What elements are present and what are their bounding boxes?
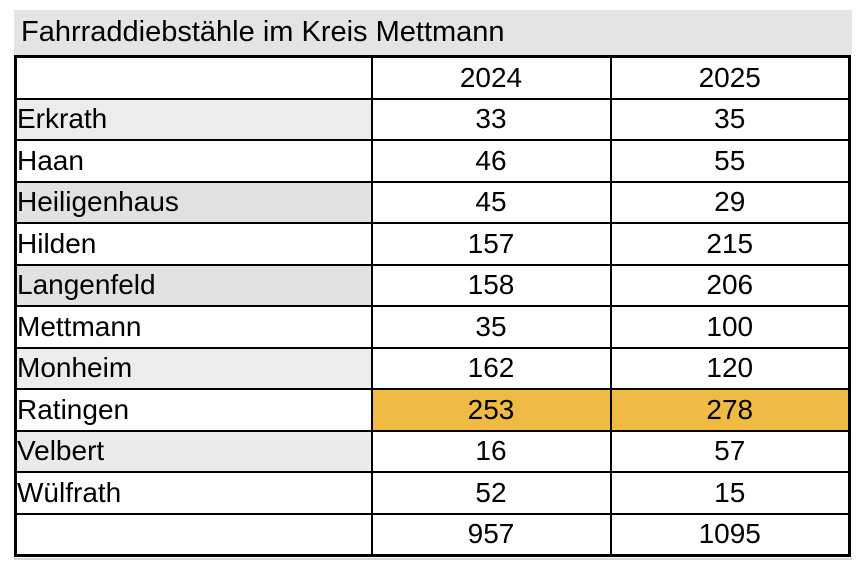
table-row: Velbert 16 57 [14,429,851,473]
value-2025-cell[interactable]: 100 [609,305,851,349]
table-row: Haan 46 55 [14,139,851,183]
city-cell[interactable]: Heiligenhaus [14,180,373,224]
value-2024-cell[interactable]: 46 [370,139,612,183]
value-2025-cell[interactable]: 215 [609,222,851,266]
table-row: Mettmann 35 100 [14,305,851,349]
value-2025-cell[interactable]: 29 [609,180,851,224]
city-cell[interactable]: Haan [14,139,373,183]
value-2024-cell[interactable]: 253 [370,388,612,432]
total-label-cell[interactable] [14,512,373,557]
city-cell[interactable]: Ratingen [14,388,373,432]
city-cell[interactable]: Mettmann [14,305,373,349]
value-2025-cell[interactable]: 35 [609,97,851,141]
header-empty-cell[interactable] [14,55,373,100]
value-2024-cell[interactable]: 52 [370,471,612,515]
value-2024-cell[interactable]: 45 [370,180,612,224]
header-row: 2024 2025 [14,55,851,100]
total-row: 957 1095 [14,512,851,557]
city-cell[interactable]: Velbert [14,429,373,473]
city-cell[interactable]: Wülfrath [14,471,373,515]
value-2024-cell[interactable]: 16 [370,429,612,473]
table-row: Langenfeld 158 206 [14,263,851,307]
grid-line [14,558,852,560]
spreadsheet-area: Fahrraddiebstähle im Kreis Mettmann 2024… [14,10,852,560]
table-row: Monheim 162 120 [14,346,851,390]
city-cell[interactable]: Langenfeld [14,263,373,307]
value-2024-cell[interactable]: 33 [370,97,612,141]
header-2025-cell[interactable]: 2025 [609,55,851,100]
value-2025-cell[interactable]: 278 [609,388,851,432]
header-2024-cell[interactable]: 2024 [370,55,612,100]
table-title: Fahrraddiebstähle im Kreis Mettmann [14,10,852,55]
value-2025-cell[interactable]: 55 [609,139,851,183]
value-2025-cell[interactable]: 206 [609,263,851,307]
value-2025-cell[interactable]: 57 [609,429,851,473]
table-row: Wülfrath 52 15 [14,471,851,515]
value-2024-cell[interactable]: 158 [370,263,612,307]
city-cell[interactable]: Erkrath [14,97,373,141]
table-row: Erkrath 33 35 [14,97,851,141]
value-2024-cell[interactable]: 162 [370,346,612,390]
data-table: 2024 2025 Erkrath 33 35 Haan 46 55 Heiligenhau… [14,55,851,557]
value-2025-cell[interactable]: 15 [609,471,851,515]
total-2024-cell[interactable]: 957 [370,512,612,557]
value-2025-cell[interactable]: 120 [609,346,851,390]
table-row: Ratingen 253 278 [14,388,851,432]
table-row: Heiligenhaus 45 29 [14,180,851,224]
city-cell[interactable]: Hilden [14,222,373,266]
table-row: Hilden 157 215 [14,222,851,266]
total-2025-cell[interactable]: 1095 [609,512,851,557]
value-2024-cell[interactable]: 157 [370,222,612,266]
value-2024-cell[interactable]: 35 [370,305,612,349]
city-cell[interactable]: Monheim [14,346,373,390]
